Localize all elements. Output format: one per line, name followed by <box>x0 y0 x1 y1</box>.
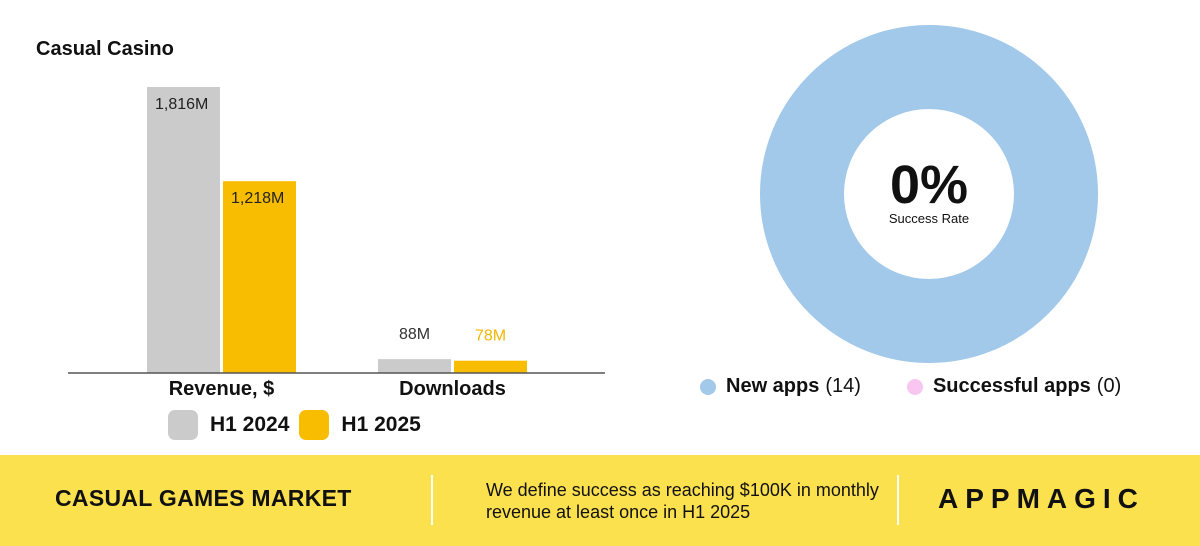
bar-revenue-h1-2025 <box>223 181 296 373</box>
category-label: Revenue, $ <box>169 378 275 400</box>
legend-label-h1-2025: H1 2025 <box>341 413 421 436</box>
bar-downloads-h1-2025 <box>454 360 527 373</box>
legend-dot-new-apps <box>700 378 716 395</box>
appmagic-logo: APPMAGIC <box>938 483 1145 514</box>
legend-name-new-apps: New apps <box>726 375 820 397</box>
data-label: 1,816M <box>155 96 208 113</box>
legend-name-successful-apps: Successful apps <box>932 375 1091 397</box>
legend-label-h1-2024: H1 2024 <box>210 413 290 436</box>
market-title: CASUAL GAMES MARKET <box>55 485 352 511</box>
legend-count-new-apps: (14) <box>825 375 861 397</box>
legend-dot-successful-apps <box>906 378 923 395</box>
donut-legend: New apps (14) Successful apps (0) <box>700 375 1167 398</box>
success-definition: We define success as reaching $100K in m… <box>486 480 879 522</box>
success-rate-label: Success Rate <box>888 211 970 226</box>
bar-legend: H1 2024 H1 2025 <box>168 410 431 440</box>
legend-item-h1-2024: H1 2024 <box>168 410 289 440</box>
footer-divider <box>897 475 899 525</box>
footer-banner: CASUAL GAMES MARKET We define success as… <box>0 455 1200 546</box>
legend-item-new-apps: New apps (14) <box>700 375 861 398</box>
legend-item-successful-apps: Successful apps (0) <box>906 375 1122 398</box>
legend-count-successful-apps: (0) <box>1096 375 1122 397</box>
bar-revenue-h1-2024 <box>147 87 220 373</box>
legend-swatch-h1-2024 <box>168 410 198 440</box>
donut-center: 0% Success Rate <box>829 155 1029 226</box>
bar-downloads-h1-2024 <box>378 359 451 373</box>
data-label: 1,218M <box>231 190 284 207</box>
legend-item-h1-2025: H1 2025 <box>299 410 421 440</box>
chart-title: Casual Casino <box>36 38 174 60</box>
donut-slice-new-apps <box>760 25 1098 363</box>
legend-swatch-h1-2025 <box>299 410 330 440</box>
data-label: 88M <box>399 326 430 343</box>
category-label: Downloads <box>399 378 506 400</box>
footer-divider <box>431 475 433 525</box>
data-label: 78M <box>475 328 506 345</box>
success-rate-value: 0% <box>889 155 969 215</box>
